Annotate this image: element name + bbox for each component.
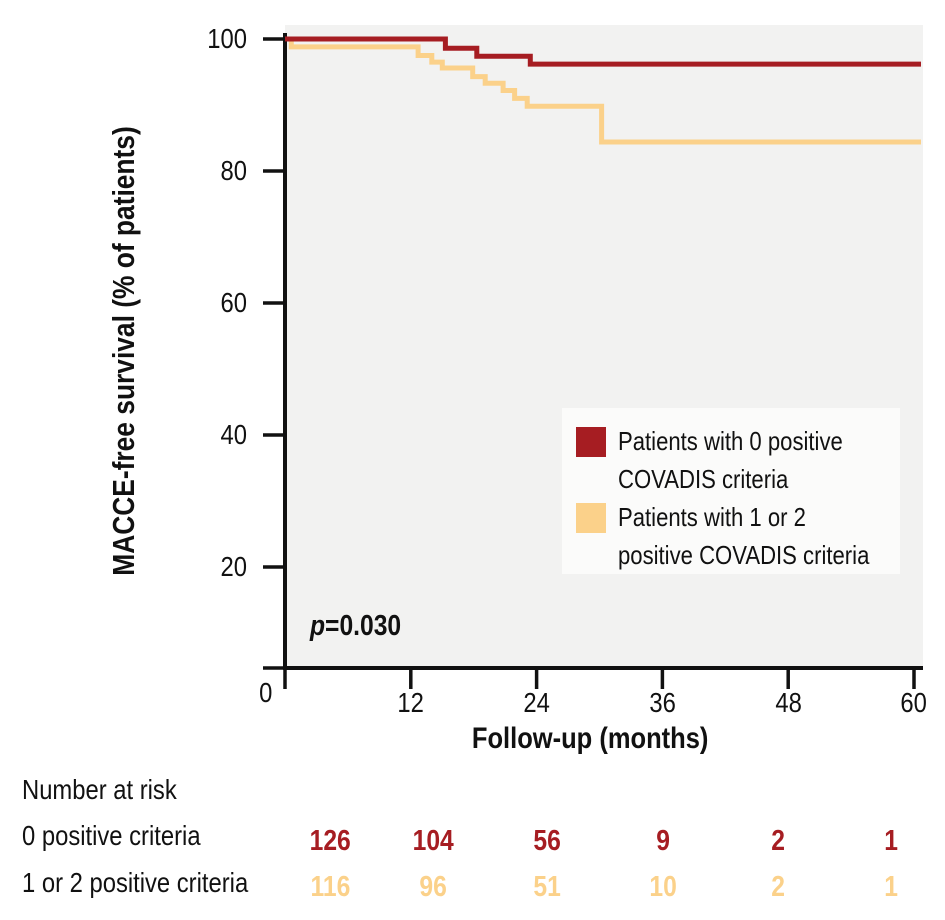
risk-value: 10 bbox=[615, 872, 711, 902]
risk-value-text: 1 bbox=[884, 825, 898, 857]
legend-swatch-red-icon bbox=[576, 427, 606, 457]
x-tick-label: 60 bbox=[872, 688, 945, 718]
x-tick-label-text: 60 bbox=[900, 687, 928, 718]
survival-curve-0-positive bbox=[285, 36, 921, 67]
risk-value: 56 bbox=[499, 826, 595, 856]
x-tick-label: 0 bbox=[224, 678, 308, 708]
risk-value-text: 96 bbox=[419, 871, 447, 903]
number-at-risk-title: Number at risk bbox=[22, 774, 177, 805]
legend-label-1or2-positive: Patients with 1 or 2 positive COVADIS cr… bbox=[618, 498, 869, 574]
legend-swatch-yellow-icon bbox=[576, 503, 606, 533]
x-tick-label-text: 12 bbox=[397, 687, 425, 718]
risk-row-label-1or2-positive: 1 or 2 positive criteria bbox=[22, 867, 249, 898]
p-symbol: p bbox=[310, 610, 326, 642]
risk-value: 104 bbox=[385, 826, 481, 856]
x-tick-label-text: 24 bbox=[523, 687, 550, 718]
risk-value-text: 1 bbox=[884, 871, 898, 903]
x-axis-title-text: Follow-up (months) bbox=[471, 722, 709, 755]
legend-label-line1: Patients with 1 or 2 bbox=[618, 502, 806, 532]
legend-item-1or2-positive: Patients with 1 or 2 positive COVADIS cr… bbox=[576, 498, 900, 574]
risk-value: 1 bbox=[843, 826, 939, 856]
y-tick-label: 60 bbox=[220, 287, 247, 318]
risk-value-text: 9 bbox=[656, 825, 670, 857]
legend-label-line2: COVADIS criteria bbox=[618, 464, 789, 494]
risk-value: 2 bbox=[730, 872, 826, 902]
legend-label-line2: positive COVADIS criteria bbox=[618, 540, 870, 570]
risk-value: 126 bbox=[282, 826, 378, 856]
legend-label-0-positive: Patients with 0 positive COVADIS criteri… bbox=[618, 422, 843, 498]
risk-value: 96 bbox=[385, 872, 481, 902]
risk-value: 51 bbox=[499, 872, 595, 902]
y-tick-label: 80 bbox=[220, 155, 247, 186]
legend-label-line1: Patients with 0 positive bbox=[618, 426, 843, 456]
risk-value: 9 bbox=[615, 826, 711, 856]
x-tick-label: 48 bbox=[746, 688, 830, 718]
risk-value-text: 51 bbox=[533, 871, 561, 903]
x-tick-label-text: 48 bbox=[774, 687, 802, 718]
risk-value: 1 bbox=[843, 872, 939, 902]
risk-row-label-0-positive: 0 positive criteria bbox=[22, 820, 201, 851]
risk-value-text: 104 bbox=[412, 825, 454, 857]
x-tick-label: 24 bbox=[495, 688, 579, 718]
legend-box: Patients with 0 positive COVADIS criteri… bbox=[562, 408, 900, 574]
p-value-annotation: p=0.030 bbox=[310, 610, 401, 643]
risk-value-text: 10 bbox=[649, 871, 677, 903]
x-tick-label: 12 bbox=[369, 688, 453, 718]
x-tick-label-text: 36 bbox=[649, 687, 676, 718]
p-value-text: =0.030 bbox=[325, 610, 402, 642]
x-tick-label: 36 bbox=[620, 688, 704, 718]
risk-value-text: 116 bbox=[310, 871, 350, 903]
risk-value: 116 bbox=[282, 872, 378, 902]
y-axis-title: MACCE-free survival (% of patients) bbox=[106, 126, 141, 576]
legend-item-0-positive: Patients with 0 positive COVADIS criteri… bbox=[576, 422, 900, 498]
risk-value-text: 126 bbox=[309, 825, 351, 857]
risk-value-text: 2 bbox=[771, 825, 785, 857]
survival-curve-1or2-positive bbox=[285, 36, 921, 145]
risk-value: 2 bbox=[730, 826, 826, 856]
x-tick-label-text: 0 bbox=[259, 677, 273, 708]
x-axis-title: Follow-up (months) bbox=[420, 722, 760, 756]
risk-value-text: 2 bbox=[771, 871, 785, 903]
y-tick-label: 40 bbox=[220, 419, 247, 450]
y-tick-label: 20 bbox=[220, 551, 247, 582]
risk-value-text: 56 bbox=[533, 825, 561, 857]
y-tick-label: 100 bbox=[207, 23, 247, 54]
